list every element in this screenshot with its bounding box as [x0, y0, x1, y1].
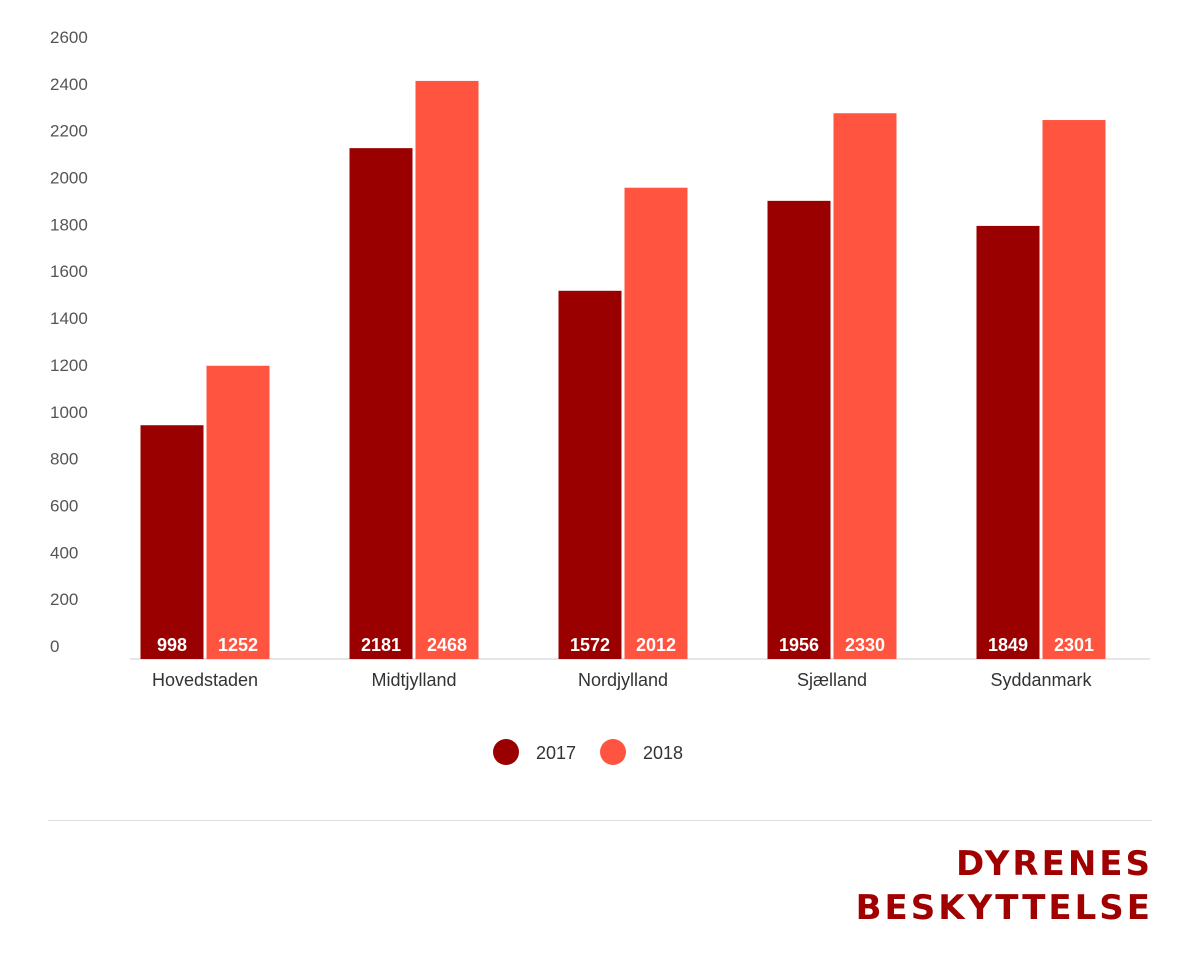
- y-axis: 0 200 400 600 800 1000 1200 1400 1600 1800 2000 220…: [50, 28, 88, 656]
- data-label: 1849: [988, 635, 1028, 655]
- legend: 2017 2018: [493, 739, 683, 765]
- bar-2017-nordjylland: [558, 290, 622, 659]
- legend-marker-2018: [600, 739, 626, 765]
- bar-2018-syddanmark: [1042, 120, 1106, 659]
- bars: 998 1252 2181 2468 1572 2012 1956 2330 1849 2301: [140, 80, 1106, 660]
- bar-2018-midtjylland: [415, 80, 479, 660]
- y-tick-label: 1000: [50, 403, 88, 422]
- divider: [48, 820, 1152, 821]
- y-tick-label: 2400: [50, 75, 88, 94]
- x-tick-label: Midtjylland: [371, 670, 456, 690]
- data-label: 2468: [427, 635, 467, 655]
- brand-line-2: BESKYTTELSE: [855, 888, 1153, 928]
- data-label: 2181: [361, 635, 401, 655]
- y-tick-label: 2000: [50, 169, 88, 188]
- data-label: 2330: [845, 635, 885, 655]
- data-label: 2301: [1054, 635, 1094, 655]
- y-tick-label: 0: [50, 637, 59, 656]
- y-tick-label: 1600: [50, 262, 88, 281]
- bar-2017-syddanmark: [976, 225, 1040, 660]
- bar-2018-hovedstaden: [206, 365, 270, 659]
- data-label: 1956: [779, 635, 819, 655]
- x-tick-label: Hovedstaden: [152, 670, 258, 690]
- brand-logo: DYRENES BESKYTTELSE: [856, 842, 1153, 930]
- bar-chart: 0 200 400 600 800 1000 1200 1400 1600 1800 2000 220…: [50, 28, 1150, 765]
- y-tick-label: 400: [50, 543, 78, 562]
- y-tick-label: 2600: [50, 28, 88, 47]
- brand-line-1: DYRENES: [956, 844, 1153, 884]
- y-tick-label: 1400: [50, 309, 88, 328]
- y-tick-label: 1200: [50, 356, 88, 375]
- x-tick-label: Sjælland: [797, 670, 867, 690]
- x-tick-label: Syddanmark: [990, 670, 1092, 690]
- x-tick-label: Nordjylland: [578, 670, 668, 690]
- bar-2018-sjælland: [833, 113, 897, 659]
- y-tick-label: 1800: [50, 215, 88, 234]
- x-axis: Hovedstaden Midtjylland Nordjylland Sjællan…: [152, 670, 1093, 690]
- legend-label-2018: 2018: [643, 743, 683, 763]
- bar-2017-sjælland: [767, 200, 831, 660]
- data-label: 1252: [218, 635, 258, 655]
- y-tick-label: 200: [50, 590, 78, 609]
- y-tick-label: 2200: [50, 122, 88, 141]
- data-label: 2012: [636, 635, 676, 655]
- bar-2017-midtjylland: [349, 148, 413, 659]
- data-label: 998: [157, 635, 187, 655]
- y-tick-label: 800: [50, 450, 78, 469]
- bar-2018-nordjylland: [624, 187, 688, 659]
- legend-marker-2017: [493, 739, 519, 765]
- bar-2017-hovedstaden: [140, 425, 204, 659]
- data-label: 1572: [570, 635, 610, 655]
- y-tick-label: 600: [50, 496, 78, 515]
- legend-label-2017: 2017: [536, 743, 576, 763]
